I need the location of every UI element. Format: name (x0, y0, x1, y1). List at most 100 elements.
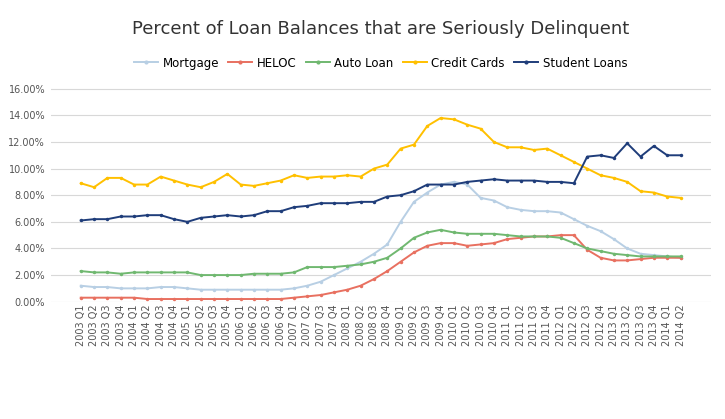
HELOC (303, 294, 312, 299)
HELOC (636, 256, 645, 261)
Mortgage (170, 285, 178, 290)
HELOC (596, 255, 605, 260)
Auto Loan (117, 271, 125, 276)
Auto Loan (210, 272, 218, 277)
Auto Loan (503, 233, 512, 238)
Student Loans (249, 213, 258, 218)
HELOC (236, 297, 245, 302)
Mortgage (650, 253, 658, 258)
HELOC (503, 237, 512, 242)
Auto Loan (529, 234, 538, 239)
Line: Mortgage: Mortgage (79, 180, 682, 292)
HELOC (290, 295, 299, 300)
Student Loans (76, 218, 85, 223)
Auto Loan (610, 251, 618, 256)
Student Loans (676, 153, 685, 158)
HELOC (117, 295, 125, 300)
Credit Cards (103, 176, 112, 181)
Credit Cards (90, 185, 99, 190)
Mortgage (663, 254, 671, 259)
Student Loans (489, 177, 498, 182)
Credit Cards (210, 179, 218, 184)
Student Loans (157, 213, 165, 218)
Mortgage (463, 182, 471, 187)
HELOC (330, 290, 339, 295)
HELOC (436, 241, 445, 246)
Credit Cards (583, 166, 592, 171)
Mortgage (623, 246, 631, 251)
Auto Loan (423, 230, 431, 235)
Student Loans (503, 178, 512, 183)
Student Loans (529, 178, 538, 183)
Student Loans (223, 213, 232, 218)
Credit Cards (570, 159, 579, 164)
Mortgage (636, 251, 645, 256)
Mortgage (263, 287, 272, 292)
Credit Cards (543, 146, 552, 151)
Auto Loan (397, 246, 405, 251)
Mortgage (236, 287, 245, 292)
HELOC (370, 277, 378, 282)
Mortgage (103, 285, 112, 290)
Student Loans (570, 181, 579, 186)
Student Loans (623, 141, 631, 146)
Student Loans (543, 179, 552, 184)
Auto Loan (383, 255, 392, 260)
Mortgage (556, 210, 565, 215)
Credit Cards (650, 190, 658, 195)
HELOC (249, 297, 258, 302)
Student Loans (343, 201, 352, 206)
Student Loans (90, 217, 99, 222)
Mortgage (343, 266, 352, 271)
Legend: Mortgage, HELOC, Auto Loan, Credit Cards, Student Loans: Mortgage, HELOC, Auto Loan, Credit Cards… (129, 52, 632, 74)
Mortgage (196, 287, 205, 292)
Mortgage (676, 255, 685, 260)
Auto Loan (489, 231, 498, 236)
Student Loans (130, 214, 138, 219)
HELOC (529, 234, 538, 239)
Credit Cards (610, 176, 618, 181)
Credit Cards (450, 117, 458, 122)
Credit Cards (556, 153, 565, 158)
HELOC (623, 258, 631, 263)
Auto Loan (516, 234, 525, 239)
Line: Auto Loan: Auto Loan (79, 228, 682, 277)
Auto Loan (436, 227, 445, 232)
Auto Loan (650, 254, 658, 259)
HELOC (196, 297, 205, 302)
Credit Cards (157, 174, 165, 179)
HELOC (383, 269, 392, 274)
Mortgage (610, 237, 618, 242)
HELOC (316, 292, 325, 297)
Mortgage (183, 286, 191, 291)
Auto Loan (157, 270, 165, 275)
Mortgage (596, 229, 605, 234)
Auto Loan (356, 262, 365, 267)
Credit Cards (676, 195, 685, 200)
Auto Loan (143, 270, 152, 275)
Credit Cards (183, 182, 191, 187)
Mortgage (76, 283, 85, 288)
Student Loans (583, 154, 592, 159)
Credit Cards (249, 184, 258, 189)
HELOC (76, 295, 85, 300)
Auto Loan (90, 270, 99, 275)
HELOC (276, 297, 285, 302)
HELOC (423, 243, 431, 248)
Mortgage (489, 198, 498, 203)
HELOC (263, 297, 272, 302)
Credit Cards (436, 116, 445, 121)
Student Loans (196, 215, 205, 220)
Credit Cards (223, 171, 232, 176)
HELOC (223, 297, 232, 302)
Auto Loan (636, 254, 645, 259)
HELOC (103, 295, 112, 300)
Student Loans (463, 179, 471, 184)
Student Loans (170, 217, 178, 222)
Mortgage (223, 287, 232, 292)
Credit Cards (516, 145, 525, 150)
Student Loans (636, 154, 645, 159)
Auto Loan (249, 271, 258, 276)
Mortgage (143, 286, 152, 291)
Credit Cards (196, 185, 205, 190)
